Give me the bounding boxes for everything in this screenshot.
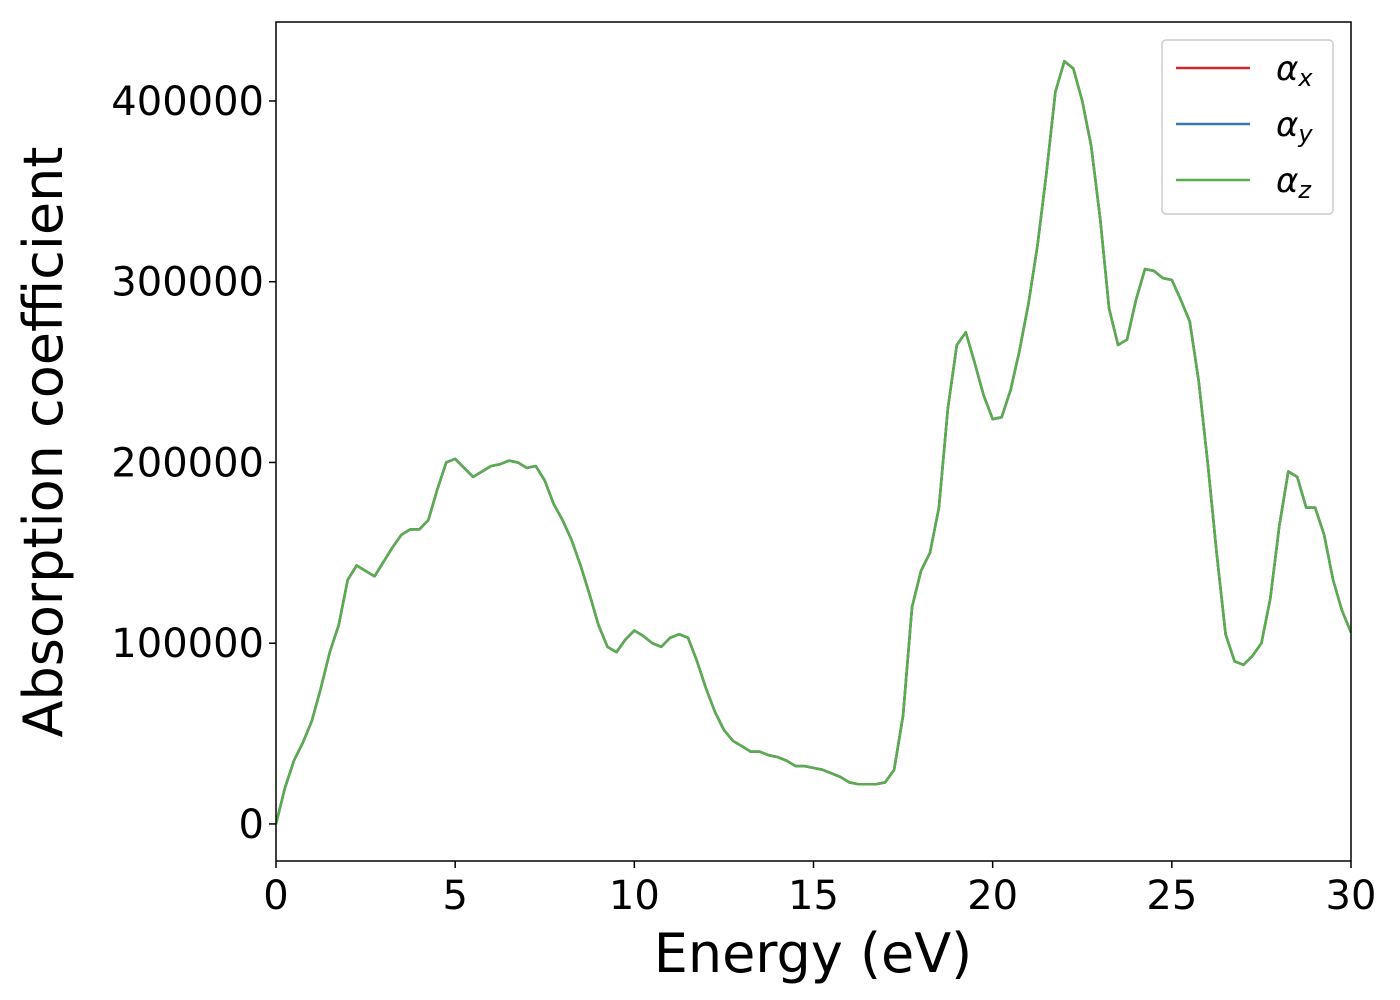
y-tick-label: 200000	[111, 440, 264, 486]
y-tick-label: 0	[239, 802, 264, 848]
x-tick-label: 20	[967, 873, 1018, 919]
legend-box	[1161, 39, 1334, 215]
x-tick-label: 0	[263, 873, 288, 919]
y-tick-label: 400000	[111, 79, 264, 125]
x-tick-label: 30	[1326, 873, 1377, 919]
x-tick-label: 10	[609, 873, 660, 919]
y-tick-label: 100000	[111, 621, 264, 667]
x-tick-label: 15	[788, 873, 839, 919]
x-tick-label: 25	[1146, 873, 1197, 919]
x-tick-label: 5	[442, 873, 467, 919]
y-tick-label: 300000	[111, 260, 264, 306]
legend-label: αx	[1276, 49, 1313, 92]
series-line	[276, 59, 1351, 825]
x-axis-label: Energy (eV)	[654, 922, 973, 985]
plot-frame	[275, 21, 1352, 862]
y-axis-label: Absorption coefficient	[12, 147, 75, 738]
legend-label: αy	[1276, 105, 1313, 148]
